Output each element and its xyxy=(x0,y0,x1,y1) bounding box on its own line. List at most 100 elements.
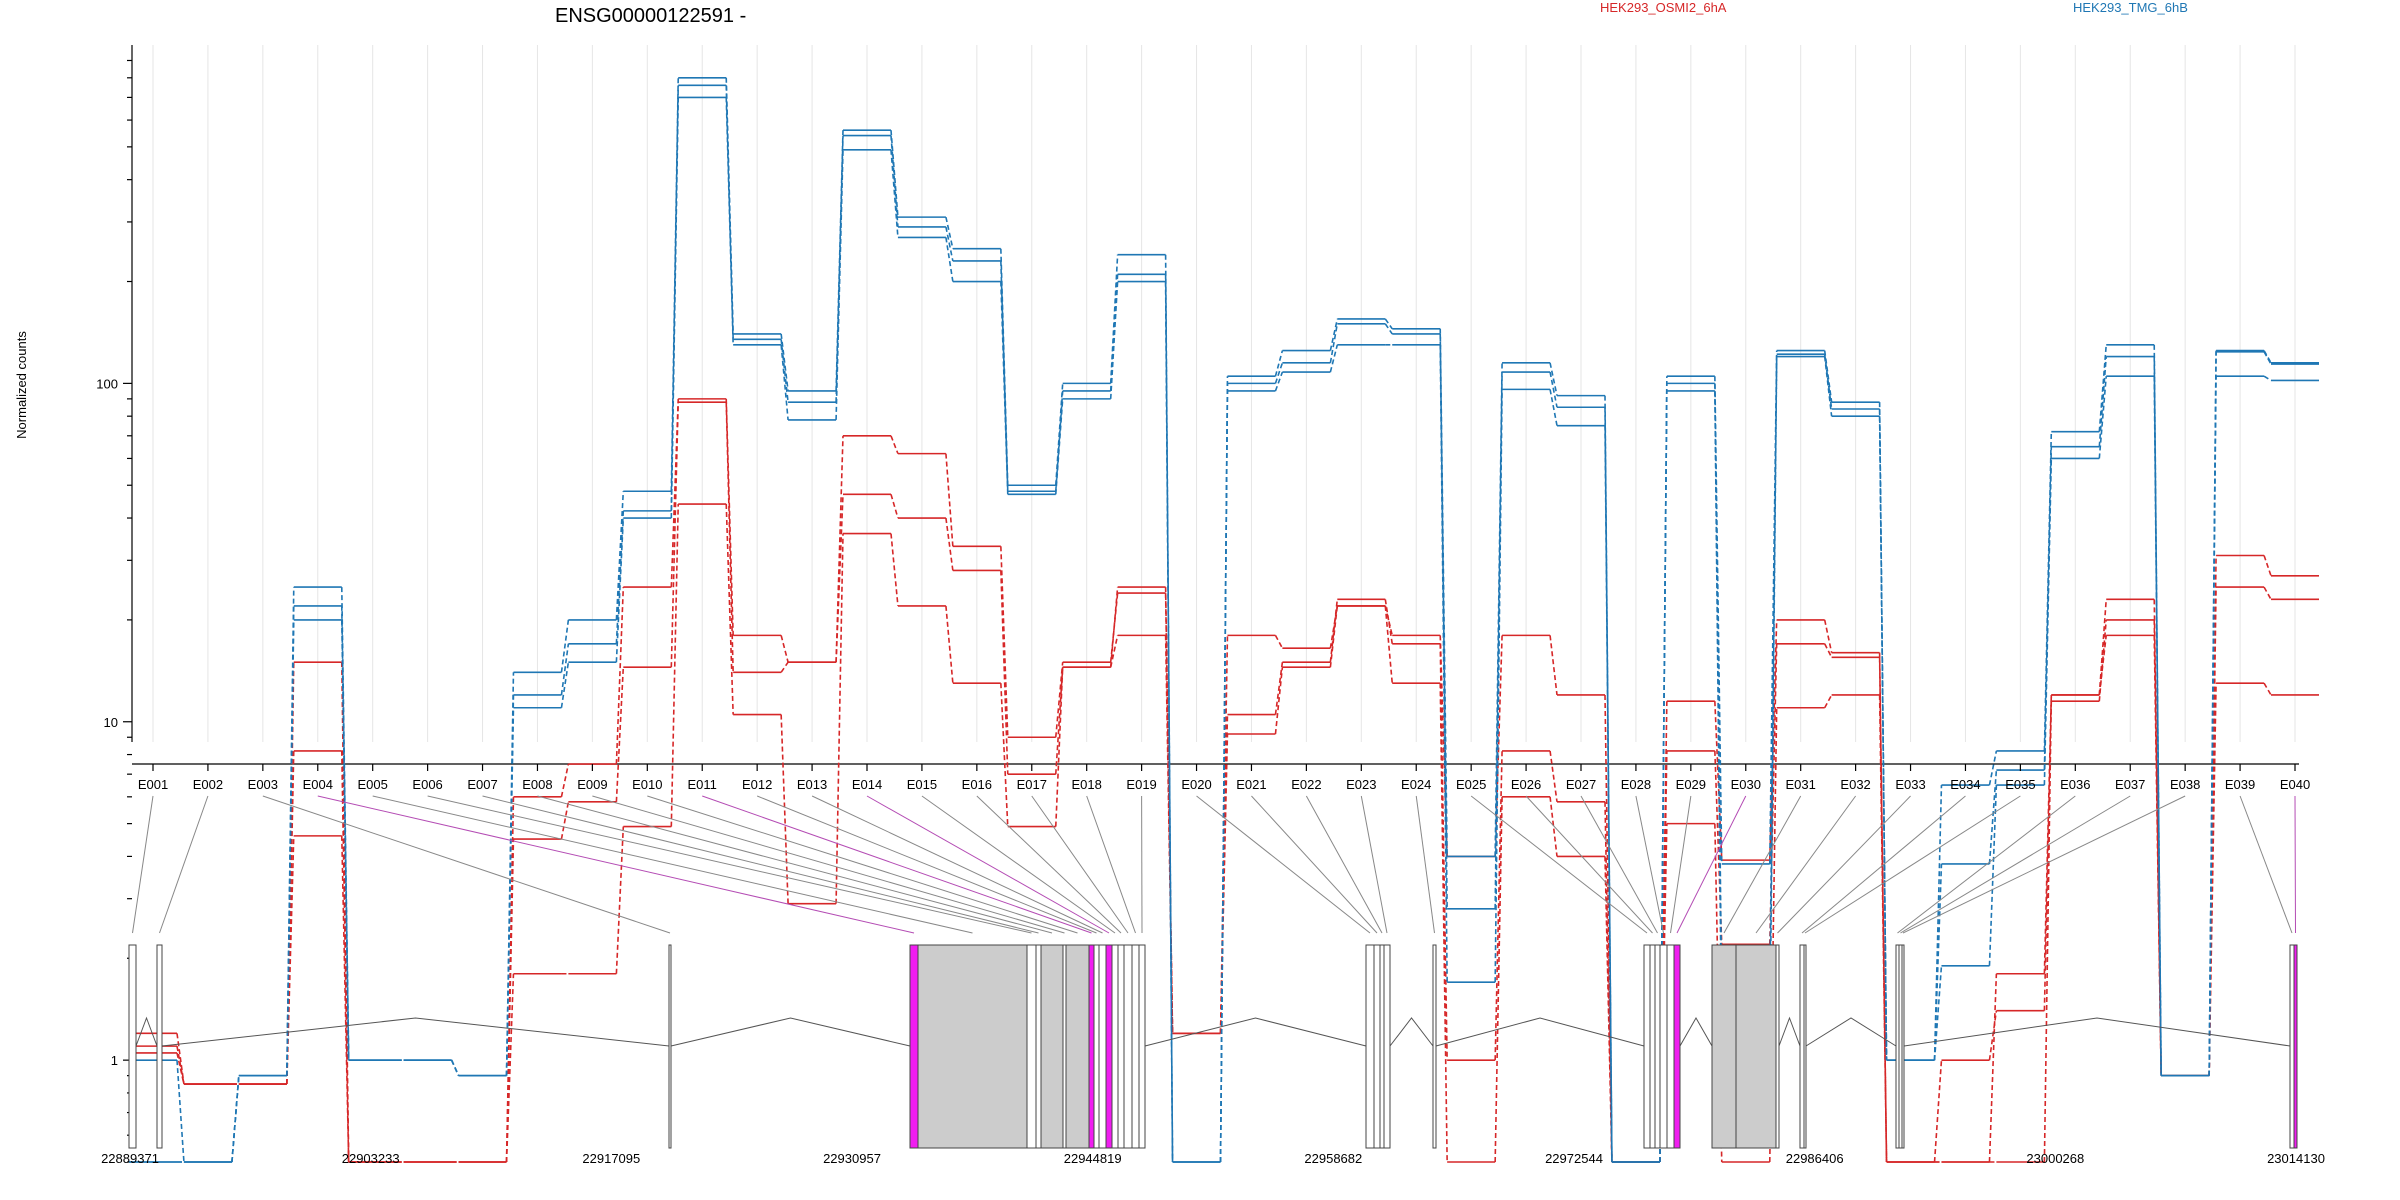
y-tick-label: 1 xyxy=(111,1053,118,1068)
x-tick-label: E011 xyxy=(688,777,717,792)
x-tick-label: E038 xyxy=(2170,777,2200,792)
intron xyxy=(670,1017,911,1047)
exon-block xyxy=(1093,944,1100,1149)
x-tick-label: E031 xyxy=(1786,777,1816,792)
genomic-coord-label: 22972544 xyxy=(1545,1151,1603,1166)
x-tick-label: E012 xyxy=(742,777,772,792)
x-tick-label: E025 xyxy=(1456,777,1486,792)
legend-entry-osmi2: HEK293_OSMI2_6hA xyxy=(1600,0,1727,15)
x-tick-label: E034 xyxy=(1950,777,1980,792)
x-tick-label: E023 xyxy=(1346,777,1376,792)
intron xyxy=(161,1017,670,1047)
y-tick-label: 100 xyxy=(96,376,118,391)
genomic-coord-label: 22903233 xyxy=(342,1151,400,1166)
exon-block xyxy=(1659,944,1668,1149)
chart-title: ENSG00000122591 - xyxy=(555,5,746,27)
x-tick-label: E002 xyxy=(193,777,223,792)
exon-block xyxy=(1643,944,1651,1149)
exon-connector xyxy=(866,795,1110,934)
genomic-coord-label: 22917095 xyxy=(582,1151,640,1166)
genomic-coord-label: 22986406 xyxy=(1786,1151,1844,1166)
series-lines xyxy=(129,76,2319,1163)
x-tick-label: E028 xyxy=(1621,777,1651,792)
x-tick-label: E021 xyxy=(1236,777,1266,792)
exon-connector xyxy=(976,795,1122,934)
exon-block xyxy=(1026,944,1037,1149)
intron xyxy=(1435,1017,1645,1047)
genomic-coord-label: 23000268 xyxy=(2026,1151,2084,1166)
exon-block xyxy=(1673,944,1681,1149)
exon-block xyxy=(1901,944,1905,1149)
x-tick-label: E010 xyxy=(632,777,662,792)
exon-connector xyxy=(132,795,154,934)
intron xyxy=(1144,1017,1367,1047)
x-tick-label: E017 xyxy=(1017,777,1047,792)
exon-connector xyxy=(1031,795,1129,934)
exon-connector xyxy=(2239,795,2293,934)
exon-block xyxy=(1138,944,1146,1149)
exon-connector xyxy=(702,795,1092,934)
exon-block xyxy=(1803,944,1807,1149)
intron xyxy=(1805,1017,1897,1047)
x-tick-label: E024 xyxy=(1401,777,1431,792)
exon-block xyxy=(1735,944,1777,1149)
exon-block xyxy=(917,944,1028,1149)
genomic-coord-label: 22889371 xyxy=(101,1151,159,1166)
x-tick-label: E014 xyxy=(852,777,882,792)
exon-connector xyxy=(756,795,1097,934)
exon-block xyxy=(1088,944,1095,1149)
series-2 xyxy=(129,503,2319,1163)
series-4 xyxy=(129,84,2319,1163)
x-tick-label: E037 xyxy=(2115,777,2145,792)
x-tick-label: E006 xyxy=(412,777,442,792)
exon-connector xyxy=(921,795,1116,934)
exon-connector xyxy=(1900,795,2131,934)
exon-block xyxy=(156,944,163,1149)
exon-block xyxy=(2289,944,2295,1149)
x-tick-label: E029 xyxy=(1676,777,1706,792)
gene-model-track xyxy=(128,944,2298,1149)
exon-connectors xyxy=(132,795,2296,934)
exon-block xyxy=(1711,944,1737,1149)
x-tick-label: E008 xyxy=(522,777,552,792)
exon-connector xyxy=(647,795,1078,934)
exon-connector xyxy=(482,795,1039,934)
genomic-coord-label: 22958682 xyxy=(1304,1151,1362,1166)
exon-connector xyxy=(1902,795,2186,934)
exon-connector xyxy=(1897,795,2076,934)
series-connector xyxy=(176,77,2272,1163)
x-tick-label: E016 xyxy=(962,777,992,792)
exon-connector xyxy=(2294,795,2296,934)
x-tick-label: E040 xyxy=(2280,777,2310,792)
exon-connector xyxy=(1196,795,1371,934)
genomic-coord-label: 23014130 xyxy=(2267,1151,2325,1166)
exon-block xyxy=(1111,944,1119,1149)
exon-block xyxy=(1379,944,1385,1149)
x-tick-label: E039 xyxy=(2225,777,2255,792)
exon-connector xyxy=(317,795,915,934)
exon-connector xyxy=(1777,795,1911,934)
exon-block xyxy=(1105,944,1113,1149)
exon-block xyxy=(909,944,919,1149)
exon-block xyxy=(1065,944,1090,1149)
x-tick-label: E020 xyxy=(1181,777,1211,792)
x-tick-label: E009 xyxy=(577,777,607,792)
exon-connector xyxy=(159,795,209,934)
x-tick-label: E033 xyxy=(1895,777,1925,792)
intron xyxy=(1679,1016,1713,1047)
intron xyxy=(1903,1017,2291,1047)
exon-connector xyxy=(537,795,1053,934)
exon-block xyxy=(1373,944,1381,1149)
series-connector xyxy=(177,97,2272,1163)
genomic-coordinate-labels: 22889371 22903233 22917095 22930957 22944819… xyxy=(101,1151,2325,1166)
exon-block xyxy=(1040,944,1064,1149)
exon-block xyxy=(1649,944,1656,1149)
exon-connector xyxy=(1305,795,1383,934)
exon-connector xyxy=(1723,795,1802,934)
exon-connector xyxy=(262,795,671,934)
axes: 1 10 100 xyxy=(96,45,2299,1163)
x-tick-label: E035 xyxy=(2005,777,2035,792)
intron xyxy=(135,1016,158,1047)
exon-block xyxy=(1131,944,1140,1149)
